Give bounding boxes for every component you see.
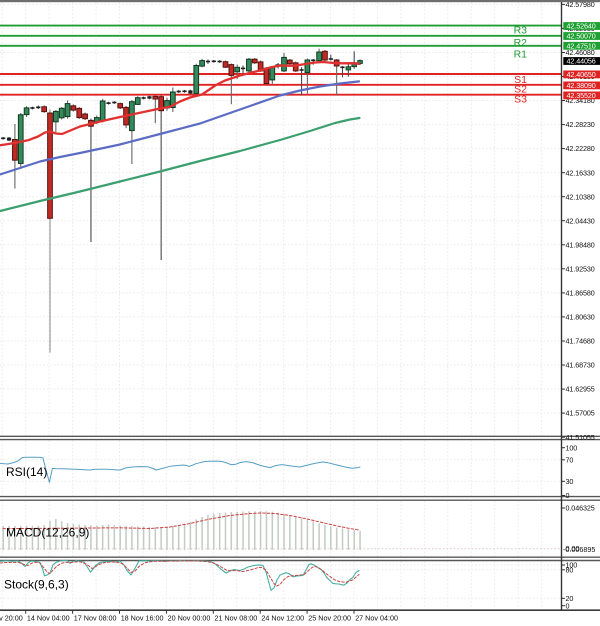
svg-text:42.04430: 42.04430: [566, 216, 595, 225]
svg-text:25 Nov 20:00: 25 Nov 20:00: [308, 613, 351, 622]
svg-text:0.00: 0.00: [566, 544, 580, 553]
svg-text:S1: S1: [514, 74, 527, 86]
svg-text:42.38090: 42.38090: [567, 81, 596, 90]
svg-text:12 Nov 20:00: 12 Nov 20:00: [0, 613, 23, 622]
svg-text:42.44056: 42.44056: [567, 57, 596, 66]
svg-text:41.98480: 41.98480: [566, 240, 595, 249]
svg-text:41.51055: 41.51055: [566, 433, 595, 442]
svg-text:R2: R2: [514, 37, 528, 49]
svg-text:42.46080: 42.46080: [566, 48, 595, 57]
svg-text:0: 0: [566, 601, 570, 610]
svg-text:41.68730: 41.68730: [566, 361, 595, 370]
svg-text:-0.006895: -0.006895: [563, 545, 595, 554]
svg-text:100: 100: [566, 443, 578, 452]
svg-text:R3: R3: [514, 25, 528, 37]
svg-text:27 Nov 04:00: 27 Nov 04:00: [355, 613, 398, 622]
svg-text:42.52640: 42.52640: [567, 22, 596, 31]
svg-text:17 Nov 08:00: 17 Nov 08:00: [74, 613, 117, 622]
svg-text:R1: R1: [514, 48, 528, 60]
svg-text:MACD(12,26,9): MACD(12,26,9): [6, 526, 89, 540]
svg-text:42.34180: 42.34180: [566, 96, 595, 105]
svg-text:41.74680: 41.74680: [566, 337, 595, 346]
svg-text:100: 100: [566, 561, 578, 570]
svg-text:41.92530: 41.92530: [566, 264, 595, 273]
svg-text:41.80630: 41.80630: [566, 313, 595, 322]
svg-text:42.28230: 42.28230: [566, 120, 595, 129]
svg-text:42.22280: 42.22280: [566, 144, 595, 153]
svg-text:80: 80: [566, 565, 574, 574]
svg-text:41.62955: 41.62955: [566, 385, 595, 394]
svg-text:70: 70: [566, 455, 574, 464]
svg-text:42.40650: 42.40650: [567, 70, 596, 79]
svg-text:41.57005: 41.57005: [566, 409, 595, 418]
svg-text:42.50070: 42.50070: [567, 32, 596, 41]
svg-text:42.16330: 42.16330: [566, 168, 595, 177]
svg-text:20: 20: [566, 594, 574, 603]
svg-text:42.57980: 42.57980: [566, 0, 595, 9]
svg-text:Stock(9,6,3): Stock(9,6,3): [4, 578, 69, 592]
svg-text:21 Nov 08:00: 21 Nov 08:00: [215, 613, 258, 622]
svg-text:RSI(14): RSI(14): [6, 465, 47, 479]
svg-text:42.47510: 42.47510: [567, 42, 596, 51]
svg-text:S2: S2: [514, 84, 527, 96]
svg-text:42.35520: 42.35520: [567, 91, 596, 100]
svg-text:18 Nov 16:00: 18 Nov 16:00: [121, 613, 164, 622]
svg-text:14 Nov 04:00: 14 Nov 04:00: [27, 613, 70, 622]
svg-text:0: 0: [566, 491, 570, 500]
svg-text:S3: S3: [514, 94, 527, 106]
svg-text:30: 30: [566, 477, 574, 486]
svg-text:24 Nov 12:00: 24 Nov 12:00: [261, 613, 304, 622]
svg-text:41.86580: 41.86580: [566, 289, 595, 298]
svg-text:42.10380: 42.10380: [566, 192, 595, 201]
svg-text:0.046325: 0.046325: [566, 504, 595, 513]
svg-text:20 Nov 00:00: 20 Nov 00:00: [168, 613, 211, 622]
